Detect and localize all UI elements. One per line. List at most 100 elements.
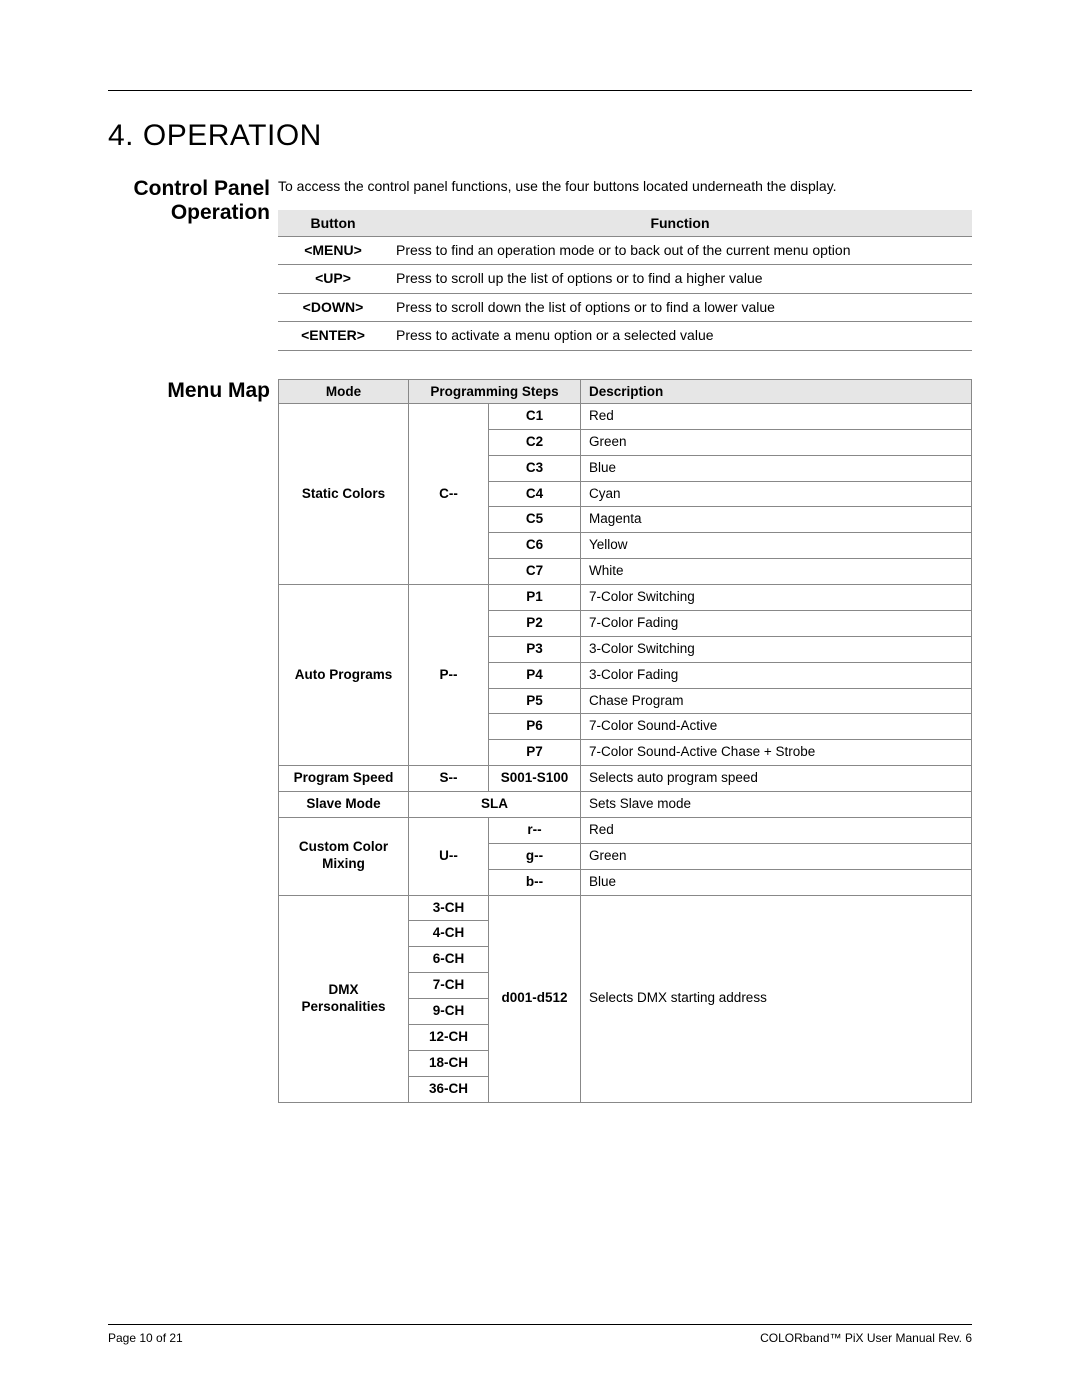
code: C3: [489, 455, 581, 481]
desc: Blue: [581, 455, 972, 481]
section-gap: [108, 351, 972, 379]
desc: 3-Color Fading: [581, 662, 972, 688]
page: 4. Operation Control Panel Operation To …: [0, 0, 1080, 1397]
menu-map-section: Menu Map Mode Programming Steps Descript…: [108, 379, 972, 1103]
code: P1: [489, 585, 581, 611]
code: P6: [489, 714, 581, 740]
table-row: <MENU> Press to find an operation mode o…: [278, 236, 972, 265]
desc: Chase Program: [581, 688, 972, 714]
channel: 9-CH: [409, 999, 489, 1025]
desc: 7-Color Sound-Active Chase + Strobe: [581, 740, 972, 766]
desc: Sets Slave mode: [581, 792, 972, 818]
table-row: DMX Personalities 3-CH d001-d512 Selects…: [279, 895, 972, 921]
col-description: Description: [581, 379, 972, 403]
range: d001-d512: [489, 895, 581, 1102]
range: S001-S100: [489, 766, 581, 792]
desc: Selects auto program speed: [581, 766, 972, 792]
section-name: Operation: [143, 119, 322, 152]
table-row: Custom Color Mixing U-- r-- Red: [279, 817, 972, 843]
mode-custom-color: Custom Color Mixing: [279, 817, 409, 895]
code: P5: [489, 688, 581, 714]
mode-static-colors: Static Colors: [279, 403, 409, 584]
control-panel-section: Control Panel Operation To access the co…: [108, 177, 972, 351]
mode-auto-programs: Auto Programs: [279, 585, 409, 766]
code: P2: [489, 610, 581, 636]
code: b--: [489, 869, 581, 895]
table-row: Program Speed S-- S001-S100 Selects auto…: [279, 766, 972, 792]
prefix: P--: [409, 585, 489, 766]
table-row: Slave Mode SLA Sets Slave mode: [279, 792, 972, 818]
footer-right: COLORband™ PiX User Manual Rev. 6: [760, 1331, 972, 1345]
top-rule: [108, 90, 972, 91]
code: C1: [489, 403, 581, 429]
footer-left: Page 10 of 21: [108, 1331, 183, 1345]
code: C5: [489, 507, 581, 533]
col-mode: Mode: [279, 379, 409, 403]
code: SLA: [409, 792, 581, 818]
prefix: U--: [409, 817, 489, 895]
channel: 7-CH: [409, 973, 489, 999]
section-number: 4.: [108, 119, 134, 152]
mode-dmx: DMX Personalities: [279, 895, 409, 1102]
channel: 12-CH: [409, 1024, 489, 1050]
side-title-line2: Operation: [171, 201, 270, 224]
desc: 7-Color Sound-Active: [581, 714, 972, 740]
desc: 7-Color Fading: [581, 610, 972, 636]
code: C6: [489, 533, 581, 559]
prefix: C--: [409, 403, 489, 584]
code: C4: [489, 481, 581, 507]
desc: Red: [581, 817, 972, 843]
col-button: Button: [278, 210, 388, 237]
code: r--: [489, 817, 581, 843]
channel: 4-CH: [409, 921, 489, 947]
control-panel-main: To access the control panel functions, u…: [278, 177, 972, 351]
table-row: Static Colors C-- C1 Red: [279, 403, 972, 429]
channel: 3-CH: [409, 895, 489, 921]
page-footer: Page 10 of 21 COLORband™ PiX User Manual…: [108, 1324, 972, 1345]
button-name: <MENU>: [278, 236, 388, 265]
desc: White: [581, 559, 972, 585]
desc: Selects DMX starting address: [581, 895, 972, 1102]
table-row: <UP> Press to scroll up the list of opti…: [278, 265, 972, 294]
code: g--: [489, 843, 581, 869]
button-function-table: Button Function <MENU> Press to find an …: [278, 210, 972, 351]
control-panel-side-title: Control Panel Operation: [108, 177, 278, 351]
desc: Blue: [581, 869, 972, 895]
desc: Green: [581, 843, 972, 869]
desc: 7-Color Switching: [581, 585, 972, 611]
button-name: <UP>: [278, 265, 388, 294]
side-title-line1: Control Panel: [133, 177, 270, 200]
button-function: Press to activate a menu option or a sel…: [388, 322, 972, 351]
menu-map-table: Mode Programming Steps Description Stati…: [278, 379, 972, 1103]
channel: 36-CH: [409, 1076, 489, 1102]
code: C7: [489, 559, 581, 585]
menu-map-side-title: Menu Map: [108, 379, 278, 1103]
table-row: <ENTER> Press to activate a menu option …: [278, 322, 972, 351]
mode-slave: Slave Mode: [279, 792, 409, 818]
code: P3: [489, 636, 581, 662]
channel: 18-CH: [409, 1050, 489, 1076]
mode-program-speed: Program Speed: [279, 766, 409, 792]
section-title: 4. Operation: [108, 119, 972, 153]
desc: Magenta: [581, 507, 972, 533]
code: P4: [489, 662, 581, 688]
button-name: <ENTER>: [278, 322, 388, 351]
col-programming-steps: Programming Steps: [409, 379, 581, 403]
control-panel-intro: To access the control panel functions, u…: [278, 177, 972, 196]
desc: 3-Color Switching: [581, 636, 972, 662]
table-row: Auto Programs P-- P1 7-Color Switching: [279, 585, 972, 611]
table-row: <DOWN> Press to scroll down the list of …: [278, 293, 972, 322]
col-function: Function: [388, 210, 972, 237]
code: C2: [489, 429, 581, 455]
desc: Red: [581, 403, 972, 429]
menu-map-main: Mode Programming Steps Description Stati…: [278, 379, 972, 1103]
desc: Cyan: [581, 481, 972, 507]
desc: Green: [581, 429, 972, 455]
code: P7: [489, 740, 581, 766]
channel: 6-CH: [409, 947, 489, 973]
button-function: Press to scroll up the list of options o…: [388, 265, 972, 294]
button-function: Press to find an operation mode or to ba…: [388, 236, 972, 265]
button-function: Press to scroll down the list of options…: [388, 293, 972, 322]
button-name: <DOWN>: [278, 293, 388, 322]
desc: Yellow: [581, 533, 972, 559]
